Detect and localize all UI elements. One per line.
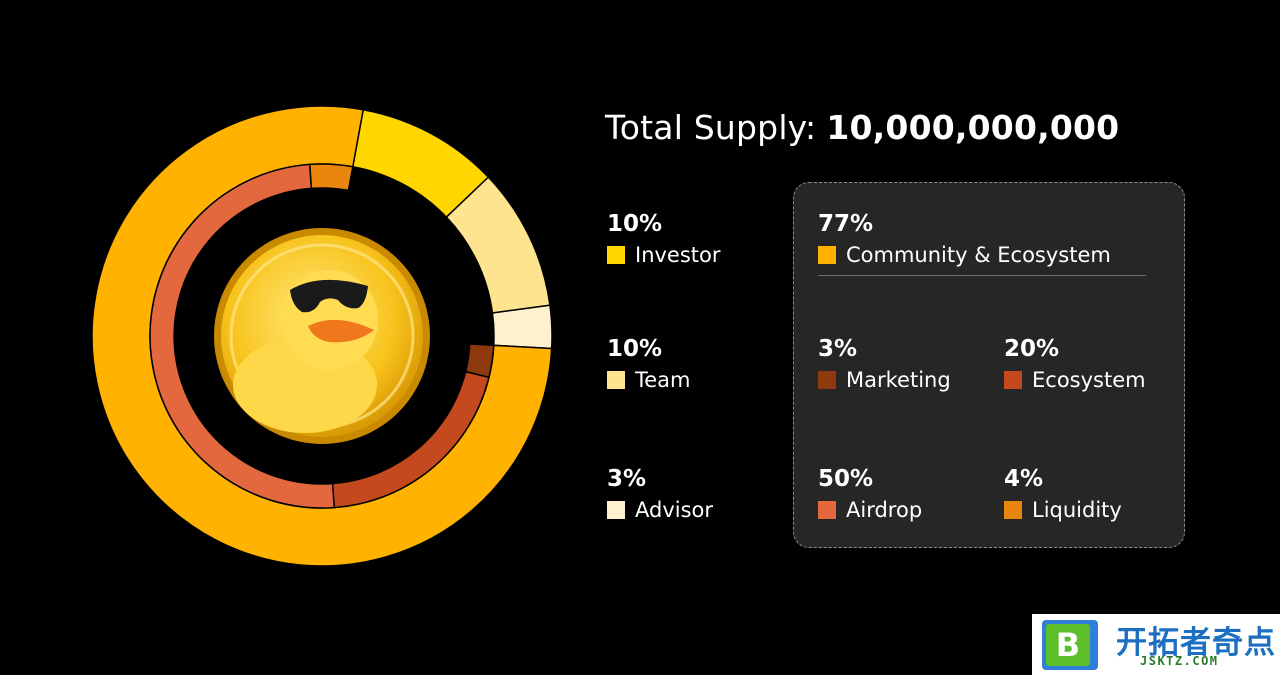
legend-swatch (1004, 371, 1022, 389)
title-value: 10,000,000,000 (826, 108, 1120, 147)
legend-item-airdrop: 50% Airdrop (818, 465, 922, 523)
legend-label: Liquidity (1032, 498, 1122, 522)
legend-item-investor: 10% Investor (607, 210, 721, 268)
legend-label: Investor (635, 243, 721, 267)
panel-divider (818, 275, 1146, 276)
legend-swatch (818, 246, 836, 264)
legend-item-advisor: 3% Advisor (607, 465, 713, 523)
outer-slice-advisor (491, 304, 553, 350)
legend-percent: 3% (607, 466, 647, 492)
duck-coin-logo (214, 228, 430, 444)
legend-percent: 10% (607, 336, 663, 362)
donut-chart (91, 105, 553, 567)
legend-percent: 3% (818, 336, 858, 362)
watermark-name: 开拓者奇点 (1116, 625, 1276, 661)
legend-swatch (1004, 501, 1022, 519)
legend-item-team: 10% Team (607, 335, 691, 393)
legend-item-marketing: 3% Marketing (818, 335, 951, 393)
legend-label: Community & Ecosystem (846, 243, 1111, 267)
legend-item-community-ecosystem: 77% Community & Ecosystem (818, 210, 1111, 268)
legend-label: Advisor (635, 498, 714, 522)
legend-swatch (818, 371, 836, 389)
legend-percent: 20% (1004, 336, 1060, 362)
legend-label: Marketing (846, 368, 951, 392)
legend-percent: 10% (607, 211, 663, 237)
legend-swatch (607, 501, 625, 519)
outer-ring (91, 105, 553, 567)
legend-swatch (818, 501, 836, 519)
legend-label: Airdrop (846, 498, 923, 522)
legend-swatch (607, 371, 625, 389)
watermark-badge-icon: B (1042, 620, 1098, 670)
community-breakdown-panel (793, 182, 1185, 548)
legend-swatch (607, 246, 625, 264)
legend-item-ecosystem: 20% Ecosystem (1004, 335, 1146, 393)
legend-percent: 4% (1004, 466, 1044, 492)
inner-ring (149, 163, 495, 509)
watermark-url: JSKTZ.COM (1140, 654, 1219, 668)
legend-label: Team (635, 368, 691, 392)
watermark-logo: B 开拓者奇点 JSKTZ.COM (1032, 614, 1280, 675)
legend-percent: 77% (818, 211, 874, 237)
inner-slice-liquidity (308, 163, 354, 192)
legend-label: Ecosystem (1032, 368, 1146, 392)
legend-item-liquidity: 4% Liquidity (1004, 465, 1122, 523)
legend-percent: 50% (818, 466, 874, 492)
total-supply-title: Total Supply: 10,000,000,000 (605, 108, 1119, 147)
title-label: Total Supply: (605, 108, 817, 147)
watermark-badge-letter: B (1046, 624, 1090, 666)
